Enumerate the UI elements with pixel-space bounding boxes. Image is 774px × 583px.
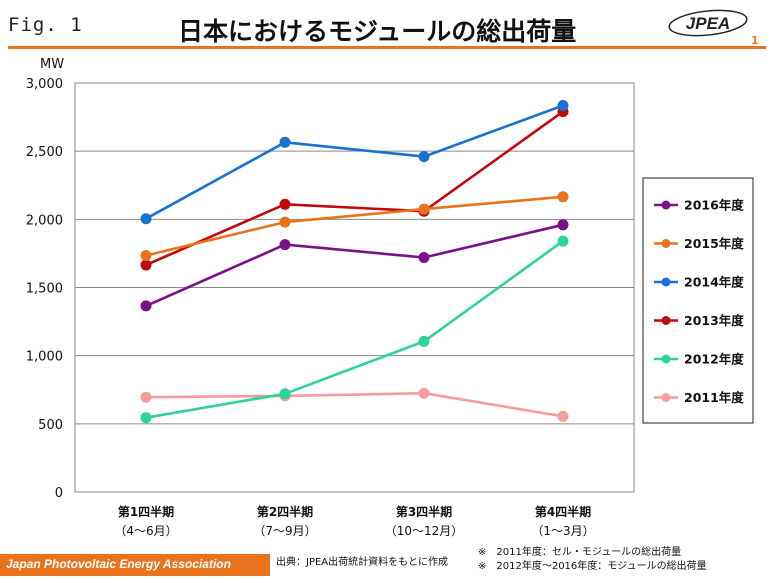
series-line xyxy=(145,195,564,257)
legend-box xyxy=(642,177,754,424)
jpea-logo: JPEA xyxy=(668,9,748,37)
legend-item: 2014年度 xyxy=(654,275,744,290)
y-tick-label: 1,000 xyxy=(26,350,63,365)
y-tick-label: 2,500 xyxy=(26,145,63,160)
x-tick-labels: 第1四半期 （4～6月） 第2四半期 （7～9月） 第3四半期 （10～12月） 第4四半期… xyxy=(114,504,594,538)
data-point xyxy=(418,151,430,163)
y-axis-unit-label: MW xyxy=(40,57,64,72)
plot-area xyxy=(74,82,635,493)
legend-swatch-marker xyxy=(661,239,671,248)
x-tick-sublabel: （10～12月） xyxy=(385,524,464,538)
footnote-2012-2016: ※ 2012年度～2016年度：モジュールの総出荷量 xyxy=(478,561,707,572)
legend-swatch-marker xyxy=(661,354,671,364)
y-tick-labels: 0 500 1,000 1,500 2,000 2,500 3,000 xyxy=(26,77,63,501)
data-point xyxy=(557,410,569,422)
data-point xyxy=(140,391,152,403)
x-tick-label: 第4四半期 xyxy=(535,504,591,519)
y-tick-label: 3,000 xyxy=(26,77,63,92)
y-tick-label: 500 xyxy=(38,418,63,433)
data-point xyxy=(140,213,152,225)
legend-swatch-marker xyxy=(661,200,671,210)
data-point xyxy=(279,198,291,210)
legend-label: 2016年度 xyxy=(684,198,744,213)
legend-item: 2012年度 xyxy=(654,352,744,367)
page-title: 日本におけるモジュールの総出荷量 xyxy=(178,17,577,46)
legend-item: 2015年度 xyxy=(654,236,744,251)
legend-label: 2014年度 xyxy=(684,275,744,290)
data-point xyxy=(279,239,291,251)
legend-swatch-marker xyxy=(661,316,671,325)
legend-swatch-marker xyxy=(661,277,671,287)
series-2014年度 xyxy=(140,100,569,225)
data-point xyxy=(418,203,430,215)
x-tick-label: 第3四半期 xyxy=(396,504,452,519)
series-line xyxy=(145,104,564,220)
x-tick-sublabel: （4～6月） xyxy=(114,524,177,538)
legend-label: 2012年度 xyxy=(684,352,744,367)
data-point xyxy=(418,252,430,263)
data-point xyxy=(557,191,569,203)
data-point xyxy=(140,259,152,271)
data-point xyxy=(557,219,569,231)
y-tick-label: 2,000 xyxy=(26,213,63,228)
x-tick-sublabel: （7～9月） xyxy=(253,524,316,538)
y-tick-label: 1,500 xyxy=(26,282,63,297)
legend-label: 2013年度 xyxy=(684,313,744,328)
series-2015年度 xyxy=(140,191,569,261)
footnote-2011: ※ 2011年度：セル・モジュールの総出荷量 xyxy=(478,547,682,558)
legend: 2016年度 2015年度 2014年度 2013年度 2012年度 2011年度 xyxy=(642,177,754,424)
legend-item: 2011年度 xyxy=(654,390,744,405)
legend-label: 2015年度 xyxy=(684,236,744,251)
logo-text: JPEA xyxy=(686,14,730,33)
x-tick-label: 第2四半期 xyxy=(257,504,313,519)
data-point xyxy=(140,250,152,261)
series-2011年度 xyxy=(140,387,569,422)
x-tick-sublabel: （1～3月） xyxy=(531,524,594,538)
data-point xyxy=(418,387,430,399)
data-point xyxy=(418,335,430,347)
data-point xyxy=(279,388,291,400)
series-2013年度 xyxy=(140,106,569,271)
series-2012年度 xyxy=(140,235,569,424)
y-tick-label: 0 xyxy=(55,486,63,501)
data-point xyxy=(557,100,569,111)
legend-swatch-marker xyxy=(661,393,671,402)
series-line xyxy=(145,391,564,418)
legend-item: 2013年度 xyxy=(654,313,744,328)
data-point xyxy=(140,300,152,312)
data-point xyxy=(140,412,152,424)
footer-bar xyxy=(0,554,270,576)
page-number: 1 xyxy=(751,34,759,47)
legend-item: 2016年度 xyxy=(654,198,744,213)
series-layer xyxy=(140,100,569,424)
source-note: 出典：JPEA出荷統計資料をもとに作成 xyxy=(276,557,448,568)
figure-label: Fig. 1 xyxy=(8,14,83,36)
footer-association-name: Japan Photovoltaic Energy Association xyxy=(6,557,231,571)
data-point xyxy=(557,235,569,247)
series-2016年度 xyxy=(140,219,569,312)
data-point xyxy=(279,136,291,148)
series-line xyxy=(145,240,564,419)
data-point xyxy=(279,216,291,228)
series-line xyxy=(145,223,564,308)
gridlines xyxy=(75,150,634,425)
header-divider xyxy=(8,46,766,49)
series-line xyxy=(145,110,564,267)
x-tick-label: 第1四半期 xyxy=(118,504,174,519)
legend-label: 2011年度 xyxy=(684,390,744,405)
